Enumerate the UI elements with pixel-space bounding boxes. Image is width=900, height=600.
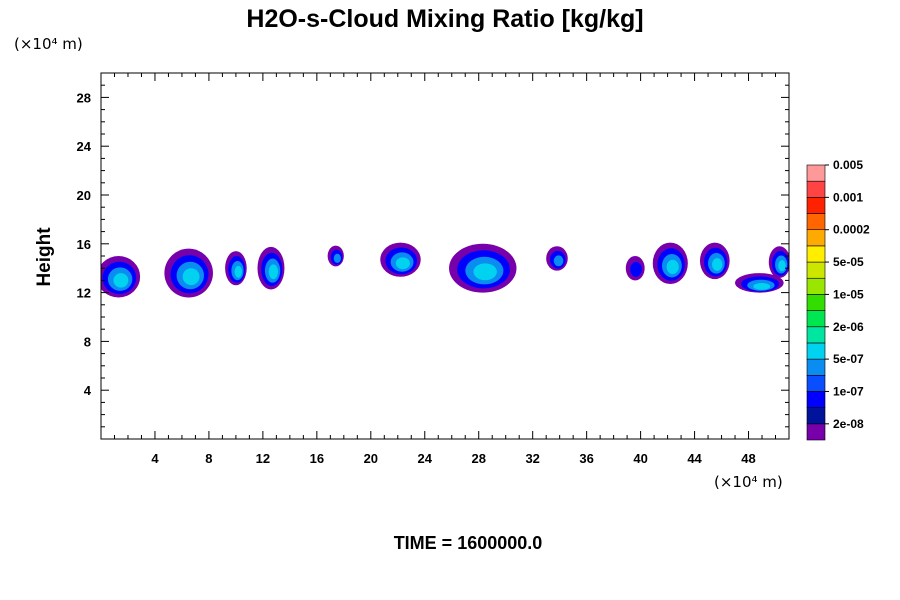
y-tick-label: 4 <box>84 383 92 398</box>
colorbar: 2e-08 1e-07 5e-07 2e-06 1e-05 5e-05 0.0002 0.00… <box>806 158 870 441</box>
cloud-cell <box>225 251 247 286</box>
x-tick-label: 4 <box>151 451 159 466</box>
cloud-contour <box>473 263 497 281</box>
cloud-cell <box>735 273 784 293</box>
colorbar-segment <box>806 197 826 214</box>
cloud-contour <box>778 260 786 272</box>
cloud-contour <box>630 261 642 277</box>
x-tick-label: 28 <box>471 451 485 466</box>
colorbar-segment <box>806 229 826 247</box>
cloud-cell <box>449 243 517 293</box>
colorbar-segment <box>806 326 826 344</box>
y-tick-label: 28 <box>77 90 91 105</box>
colorbar-tick-label: 1e-07 <box>833 384 864 398</box>
colorbar-segment <box>806 164 826 182</box>
colorbar-segment <box>806 391 826 408</box>
cloud-cell <box>652 242 688 285</box>
y-tick-label: 8 <box>84 334 91 349</box>
x-tick-label: 20 <box>364 451 378 466</box>
cloud-contour <box>666 259 679 275</box>
x-tick-label: 36 <box>579 451 593 466</box>
colorbar-tick-label: 0.001 <box>833 190 863 204</box>
colorbar-segment <box>806 261 826 279</box>
cloud-contour <box>553 255 564 267</box>
cloud-contour <box>268 264 279 280</box>
cloud-cell <box>546 246 568 271</box>
x-tick-label: 16 <box>310 451 324 466</box>
cloud-contour <box>395 257 410 270</box>
x-tick-label: 40 <box>633 451 647 466</box>
x-tick-label: 12 <box>256 451 270 466</box>
plot-frame <box>100 72 790 440</box>
cloud-contour <box>113 273 129 288</box>
cloud-cell <box>327 245 344 267</box>
x-axis: 4 8 12 16 20 24 28 32 36 40 44 48 <box>113 73 777 466</box>
x-tick-label: 44 <box>687 451 702 466</box>
x-tick-label: 24 <box>418 451 433 466</box>
colorbar-segment <box>806 358 826 376</box>
colorbar-segment <box>806 245 826 263</box>
y-unit-label: (×10⁴ m) <box>14 35 83 53</box>
cloud-cell <box>380 242 421 277</box>
y-tick-label: 24 <box>77 139 92 154</box>
y-tick-label: 20 <box>77 188 91 203</box>
x-tick-label: 32 <box>525 451 539 466</box>
cloud-contour <box>753 283 771 290</box>
cloud-cell <box>164 248 213 298</box>
cloud-contour <box>333 253 341 264</box>
y-tick-label: 12 <box>77 286 91 301</box>
colorbar-segment <box>806 213 826 231</box>
colorbar-tick-label: 1e-05 <box>833 287 864 301</box>
colorbar-segment <box>806 180 826 198</box>
x-tick-label: 48 <box>741 451 755 466</box>
colorbar-tick-label: 2e-08 <box>833 417 864 431</box>
colorbar-tick-label: 0.005 <box>833 158 863 172</box>
time-label: TIME = 1600000.0 <box>394 533 543 553</box>
x-tick-label: 8 <box>205 451 212 466</box>
cloud-contour <box>712 258 723 271</box>
cloud-contour <box>182 268 200 286</box>
cloud-field <box>101 242 789 298</box>
cloud-cell <box>768 246 789 278</box>
cloud-contour <box>234 265 243 278</box>
cloud-cell <box>625 256 645 281</box>
colorbar-segment <box>806 407 826 425</box>
colorbar-segment <box>806 277 826 295</box>
colorbar-segment <box>806 294 826 311</box>
chart-title: H2O-s-Cloud Mixing Ratio [kg/kg] <box>246 5 643 33</box>
colorbar-tick-label: 5e-07 <box>833 352 864 366</box>
cloud-cell <box>699 242 730 280</box>
colorbar-segment <box>806 342 826 360</box>
y-axis: 4 8 12 16 20 24 28 <box>77 84 789 428</box>
cloud-cell <box>101 256 141 298</box>
colorbar-tick-label: 0.0002 <box>833 223 870 237</box>
colorbar-segment <box>806 310 826 328</box>
colorbar-segment <box>806 423 826 441</box>
colorbar-segment <box>806 374 826 392</box>
x-unit-label: (×10⁴ m) <box>714 473 783 491</box>
cloud-cell <box>257 246 285 290</box>
y-tick-label: 16 <box>77 237 91 252</box>
y-axis-label: Height <box>34 227 55 287</box>
colorbar-tick-label: 2e-06 <box>833 320 864 334</box>
colorbar-tick-label: 5e-05 <box>833 255 864 269</box>
